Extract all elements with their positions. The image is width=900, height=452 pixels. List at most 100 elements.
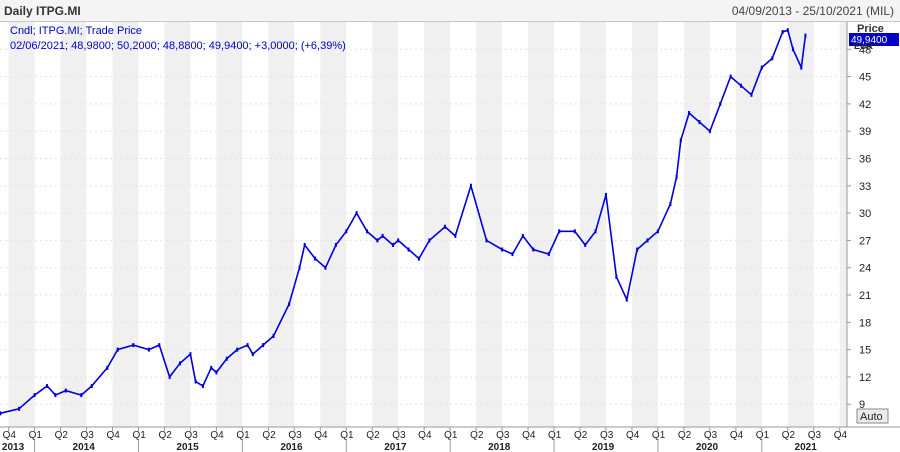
data-point xyxy=(236,347,239,352)
data-point xyxy=(800,65,803,70)
data-point xyxy=(168,374,171,379)
year-label: 2021 xyxy=(795,442,818,452)
data-point xyxy=(708,129,711,134)
quarter-label: Q2 xyxy=(574,430,588,441)
quarter-band xyxy=(8,22,35,427)
data-point xyxy=(804,33,807,38)
data-point xyxy=(646,238,649,243)
y-tick-label: 12 xyxy=(859,372,871,384)
quarter-band xyxy=(735,22,762,427)
data-point xyxy=(615,274,618,279)
data-point xyxy=(656,229,659,234)
data-point xyxy=(215,370,218,375)
data-point xyxy=(147,347,150,352)
quarter-label: Q4 xyxy=(730,430,744,441)
data-point xyxy=(443,224,446,229)
series-points xyxy=(0,28,807,416)
data-point xyxy=(729,74,732,79)
date-range: 04/09/2013 - 25/10/2021 (MIL) xyxy=(731,4,894,18)
quarter-label: Q4 xyxy=(626,430,640,441)
data-point xyxy=(225,356,228,361)
data-point xyxy=(272,333,275,338)
data-point xyxy=(80,393,83,398)
data-point xyxy=(558,229,561,234)
data-point xyxy=(179,361,182,366)
auto-scale-label: Auto xyxy=(860,411,883,423)
quarter-label: Q1 xyxy=(444,430,458,441)
y-tick-label: 48 xyxy=(859,44,871,56)
quarter-label: Q4 xyxy=(314,430,328,441)
data-point xyxy=(158,343,161,348)
data-point xyxy=(106,365,109,370)
data-point xyxy=(251,352,254,357)
data-point xyxy=(132,343,135,348)
data-point xyxy=(54,393,57,398)
quarter-band xyxy=(476,22,503,427)
data-point xyxy=(18,406,21,411)
data-point xyxy=(381,233,384,238)
data-point xyxy=(116,347,119,352)
data-point xyxy=(791,47,794,52)
data-point xyxy=(698,120,701,125)
auto-scale-button[interactable] xyxy=(856,408,889,424)
year-label: 2017 xyxy=(384,442,407,452)
data-point xyxy=(324,265,327,270)
data-point xyxy=(288,302,291,307)
data-point xyxy=(33,393,36,398)
data-point xyxy=(636,247,639,252)
quarter-label: Q2 xyxy=(262,430,276,441)
data-point xyxy=(740,83,743,88)
quarter-label: Q3 xyxy=(496,430,510,441)
quarter-label: Q4 xyxy=(3,430,17,441)
grid-lines xyxy=(0,48,847,405)
y-tick-label: 36 xyxy=(859,154,871,166)
price-chart[interactable]: Price 9 12 15 18 21 24 27 30 33 36 39 42 45 48 49,940… xyxy=(0,22,900,452)
data-point xyxy=(210,365,213,370)
y-tick-label: 30 xyxy=(859,208,871,220)
year-label: 2015 xyxy=(176,442,199,452)
data-point xyxy=(201,384,204,389)
legend: Cndl; ITPG.MI; Trade Price 02/06/2021; 4… xyxy=(10,24,346,54)
quarter-band xyxy=(372,22,399,427)
data-point xyxy=(669,202,672,207)
data-point xyxy=(303,242,306,247)
year-label: 2020 xyxy=(696,442,719,452)
legend-series-line: Cndl; ITPG.MI; Trade Price xyxy=(10,25,143,37)
data-point xyxy=(771,56,774,61)
price-series-line xyxy=(0,29,807,415)
data-point xyxy=(0,411,2,416)
quarter-band xyxy=(580,22,606,427)
data-point xyxy=(750,92,753,97)
quarter-band xyxy=(839,22,847,427)
data-point xyxy=(719,101,722,106)
quarter-label: Q1 xyxy=(29,430,43,441)
data-point xyxy=(397,238,400,243)
quarter-band xyxy=(683,22,710,427)
y-tick-label: 42 xyxy=(859,99,871,111)
quarter-band xyxy=(424,22,451,427)
y-tick-label: 45 xyxy=(859,72,871,84)
year-label: 2018 xyxy=(488,442,511,452)
last-value-box xyxy=(849,33,899,46)
quarter-label: Q1 xyxy=(756,430,770,441)
y-tick-label: 39 xyxy=(859,126,871,138)
year-label: 2014 xyxy=(73,442,96,452)
quarter-label: Q1 xyxy=(132,430,146,441)
year-label: 2013 xyxy=(2,442,25,452)
quarter-label: Q4 xyxy=(210,430,224,441)
data-point xyxy=(246,343,249,348)
time-axis: Q4 Q1 Q2 Q3 Q4 Q1 Q2 Q3 Q4 Q1 Q2 Q3 Q4 Q1 Q2 Q3 Q4 Q1 Q2 Q3… xyxy=(2,427,848,452)
data-point xyxy=(417,256,420,261)
quarter-band xyxy=(787,22,814,427)
quarter-label: Q3 xyxy=(392,430,406,441)
data-point xyxy=(64,388,67,393)
data-point xyxy=(90,384,93,389)
data-point xyxy=(298,265,301,270)
currency-label: EUR xyxy=(854,41,874,51)
data-point xyxy=(454,233,457,238)
quarter-label: Q2 xyxy=(366,430,380,441)
quarter-label: Q3 xyxy=(600,430,614,441)
data-point xyxy=(679,138,682,143)
quarter-band xyxy=(528,22,555,427)
chart-title: Daily ITPG.MI xyxy=(4,4,81,18)
